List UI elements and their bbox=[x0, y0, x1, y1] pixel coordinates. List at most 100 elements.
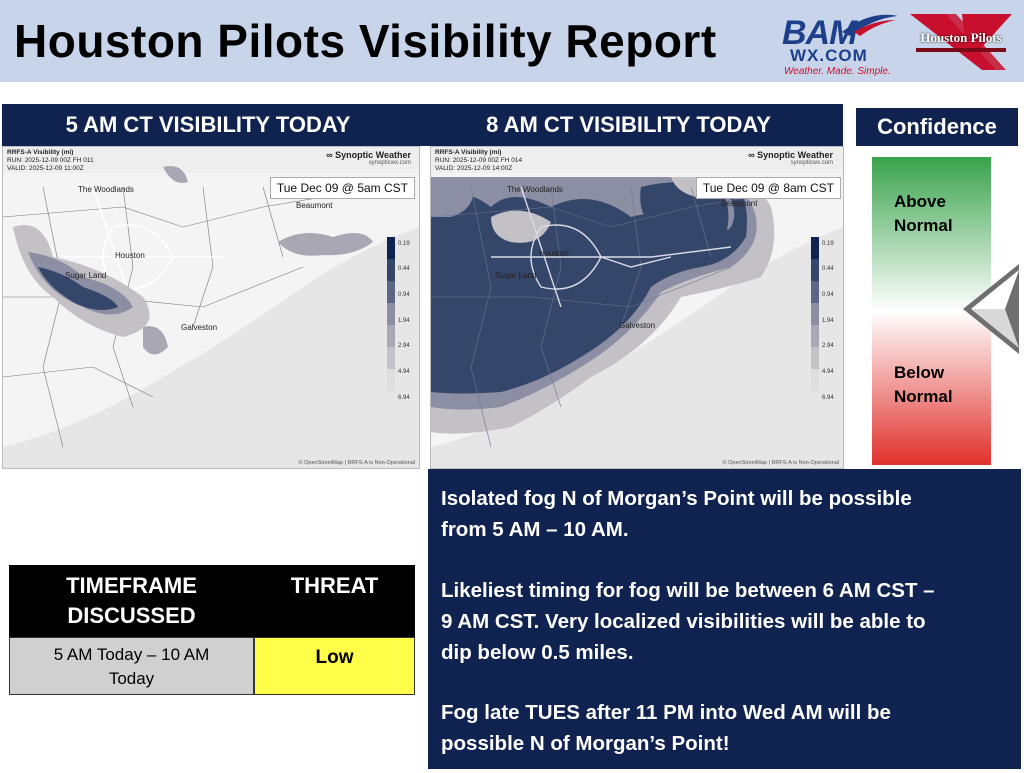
houston-pilots-logo: Houston Pilots bbox=[906, 8, 1016, 76]
legend-swatch bbox=[387, 281, 395, 303]
legend-swatch bbox=[387, 325, 395, 347]
header-bar: Houston Pilots Visibility Report BAM WX.… bbox=[0, 0, 1024, 82]
table-header-timeframe-line1: TIMEFRAME bbox=[66, 573, 197, 598]
table-header-threat: THREAT bbox=[254, 565, 415, 637]
legend-swatch bbox=[811, 281, 819, 303]
city-label: The Woodlands bbox=[78, 185, 134, 194]
map-left-brand-name: Synoptic Weather bbox=[335, 150, 411, 160]
city-label: Galveston bbox=[619, 321, 656, 330]
legend-swatch bbox=[387, 369, 395, 391]
table-header-timeframe: TIMEFRAME DISCUSSED bbox=[9, 565, 254, 637]
legend-swatch bbox=[387, 259, 395, 281]
city-label: Houston bbox=[115, 251, 145, 260]
map-left-meta-valid: VALID: 2025-12-09 11:00Z bbox=[7, 165, 84, 172]
city-label: Sugar Land bbox=[65, 271, 107, 280]
map-right-legend bbox=[811, 237, 819, 391]
map-right-heading: 8 AM CT VISIBILITY TODAY bbox=[414, 104, 843, 146]
discussion-line: Likeliest timing for fog will be between… bbox=[441, 579, 935, 602]
city-label: Sugar Land bbox=[495, 271, 537, 280]
bam-swoosh-icon bbox=[842, 14, 898, 36]
bam-logo: BAM WX.COM Weather. Made. Simple. bbox=[782, 10, 902, 77]
legend-label: 0.44 bbox=[822, 266, 834, 272]
bam-logo-site: WX.COM bbox=[790, 46, 868, 65]
map-right-meta-run: RUN: 2025-12-09 00Z FH 014 bbox=[435, 157, 523, 164]
discussion-paragraph-2: Likeliest timing for fog will be between… bbox=[441, 575, 1011, 668]
bam-logo-tagline: Weather. Made. Simple. bbox=[784, 66, 891, 77]
legend-label: 4.94 bbox=[822, 369, 834, 375]
confidence-above-label: Above Normal bbox=[894, 190, 953, 238]
legend-label: 6.94 bbox=[822, 395, 834, 401]
city-label: Beaumont bbox=[296, 201, 333, 210]
legend-label: 1.94 bbox=[398, 318, 410, 324]
legend-swatch bbox=[811, 325, 819, 347]
map-left-brand: ∞ Synoptic Weather synopticwx.com bbox=[326, 150, 411, 166]
page-title: Houston Pilots Visibility Report bbox=[14, 15, 717, 67]
legend-label: 2.94 bbox=[822, 343, 834, 349]
discussion-line: Isolated fog N of Morgan’s Point will be… bbox=[441, 487, 912, 510]
confidence-pointer-icon bbox=[963, 264, 1019, 354]
legend-swatch bbox=[811, 303, 819, 325]
confidence-above-line2: Normal bbox=[894, 216, 953, 235]
map-right-meta-title: RRFS-A Visibility (mi) bbox=[435, 149, 502, 156]
discussion-line: from 5 AM – 10 AM. bbox=[441, 518, 629, 541]
discussion-line: dip below 0.5 miles. bbox=[441, 641, 634, 664]
map-left-brand-sub: synopticwx.com bbox=[368, 160, 411, 166]
map-right-graphic bbox=[431, 173, 843, 468]
table-cell-threat: Low bbox=[254, 637, 415, 695]
map-right-timestamp: Tue Dec 09 @ 8am CST bbox=[695, 177, 841, 199]
houston-pilots-logo-text: Houston Pilots bbox=[920, 30, 1002, 45]
map-left-graphic bbox=[3, 166, 419, 468]
map-left-credit: © OpenStreetMap | RRFS-A is Non-Operatio… bbox=[298, 460, 415, 466]
legend-swatch bbox=[811, 369, 819, 391]
discussion-paragraph-1: Isolated fog N of Morgan’s Point will be… bbox=[441, 483, 1011, 545]
houston-pilots-wing-icon bbox=[910, 14, 1012, 70]
map-right: RRFS-A Visibility (mi) RUN: 2025-12-09 0… bbox=[430, 146, 844, 469]
discussion-line: Fog late TUES after 11 PM into Wed AM wi… bbox=[441, 701, 891, 724]
legend-label: 0.94 bbox=[822, 292, 834, 298]
city-label: Houston bbox=[539, 249, 569, 258]
map-left-heading: 5 AM CT VISIBILITY TODAY bbox=[2, 104, 414, 146]
table-cell-timeframe-line1: 5 AM Today – 10 AM bbox=[53, 645, 210, 664]
discussion-panel: Isolated fog N of Morgan’s Point will be… bbox=[428, 469, 1021, 769]
table-cell-timeframe: 5 AM Today – 10 AM Today bbox=[9, 637, 254, 695]
legend-swatch bbox=[811, 347, 819, 369]
legend-label: 0.44 bbox=[398, 266, 410, 272]
legend-label: 1.94 bbox=[822, 318, 834, 324]
legend-label: 0.19 bbox=[822, 241, 834, 247]
synoptic-logo-icon: ∞ bbox=[326, 150, 336, 160]
city-label: Galveston bbox=[181, 323, 218, 332]
map-left-meta: RRFS-A Visibility (mi) RUN: 2025-12-09 0… bbox=[7, 149, 94, 173]
table-header-timeframe-line2: DISCUSSED bbox=[67, 603, 196, 628]
map-right-credit: © OpenStreetMap | RRFS-A is Non-Operatio… bbox=[722, 460, 839, 466]
confidence-below-label: Below Normal bbox=[894, 361, 953, 409]
legend-swatch bbox=[387, 303, 395, 325]
discussion-paragraph-3: Fog late TUES after 11 PM into Wed AM wi… bbox=[441, 697, 1011, 759]
confidence-heading: Confidence bbox=[856, 108, 1018, 146]
map-right-meta: RRFS-A Visibility (mi) RUN: 2025-12-09 0… bbox=[435, 149, 522, 173]
map-right-brand-name: Synoptic Weather bbox=[757, 150, 833, 160]
map-right-meta-valid: VALID: 2025-12-09 14:00Z bbox=[435, 165, 513, 172]
city-label: The Woodlands bbox=[507, 185, 563, 194]
map-right-brand: ∞ Synoptic Weather synopticwx.com bbox=[748, 150, 833, 166]
legend-label: 2.94 bbox=[398, 343, 410, 349]
legend-label: 4.94 bbox=[398, 369, 410, 375]
legend-swatch bbox=[811, 237, 819, 259]
confidence-above-line1: Above bbox=[894, 192, 946, 211]
synoptic-logo-icon: ∞ bbox=[748, 150, 758, 160]
legend-swatch bbox=[387, 237, 395, 259]
legend-label: 6.94 bbox=[398, 395, 410, 401]
map-left-legend bbox=[387, 237, 395, 391]
discussion-line: 9 AM CST. Very localized visibilities wi… bbox=[441, 610, 926, 633]
map-left-meta-title: RRFS-A Visibility (mi) bbox=[7, 149, 74, 156]
legend-label: 0.19 bbox=[398, 241, 410, 247]
legend-label: 0.94 bbox=[398, 292, 410, 298]
discussion-line: possible N of Morgan’s Point! bbox=[441, 732, 730, 755]
map-left-timestamp: Tue Dec 09 @ 5am CST bbox=[269, 177, 415, 199]
map-right-brand-sub: synopticwx.com bbox=[790, 160, 833, 166]
table-cell-timeframe-line2: Today bbox=[108, 669, 155, 688]
confidence-below-line2: Normal bbox=[894, 387, 953, 406]
legend-swatch bbox=[811, 259, 819, 281]
map-left-meta-run: RUN: 2025-12-09 00Z FH 011 bbox=[7, 157, 94, 164]
legend-swatch bbox=[387, 347, 395, 369]
map-left: RRFS-A Visibility (mi) RUN: 2025-12-09 0… bbox=[2, 146, 420, 469]
